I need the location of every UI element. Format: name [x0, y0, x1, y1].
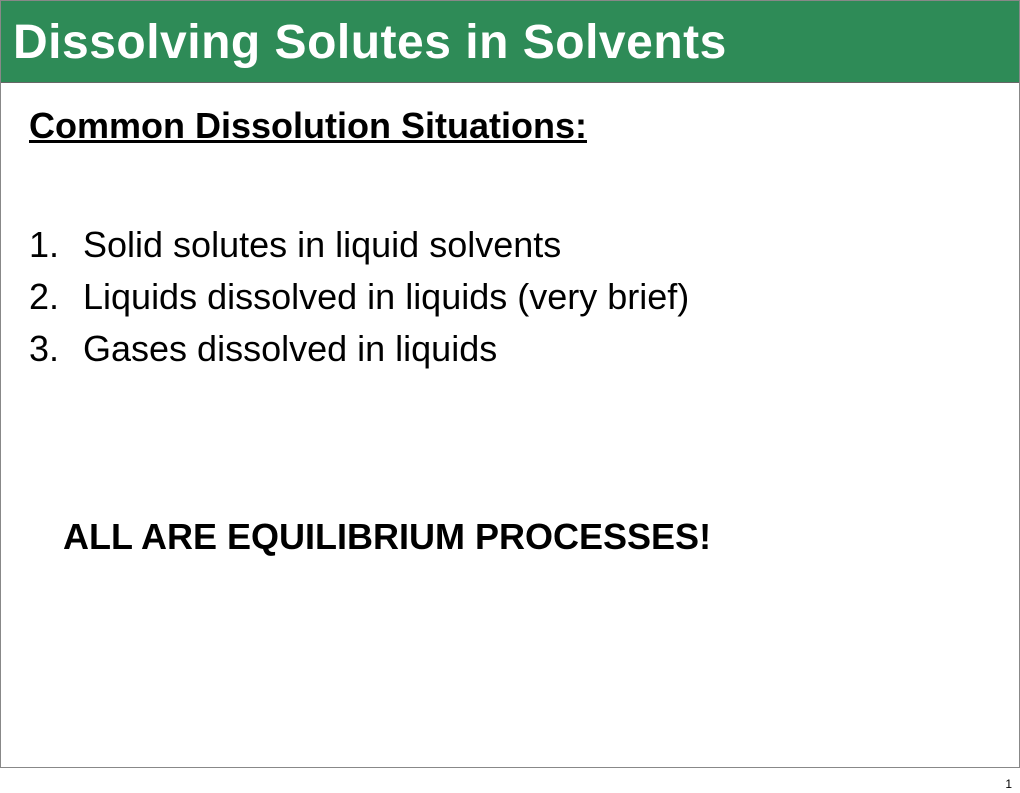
list-text: Liquids dissolved in liquids (very brief… [83, 271, 689, 323]
subheading: Common Dissolution Situations: [29, 105, 991, 147]
slide-content: Common Dissolution Situations: 1. Solid … [1, 83, 1019, 580]
list-item: 2. Liquids dissolved in liquids (very br… [29, 271, 991, 323]
slide-title: Dissolving Solutes in Solvents [13, 15, 1007, 70]
list-number: 2. [29, 271, 83, 323]
list-number: 3. [29, 323, 83, 375]
list-text: Gases dissolved in liquids [83, 323, 497, 375]
list-item: 1. Solid solutes in liquid solvents [29, 219, 991, 271]
slide: Dissolving Solutes in Solvents Common Di… [0, 0, 1020, 768]
title-bar: Dissolving Solutes in Solvents [1, 1, 1019, 83]
page-number: 1 [1005, 777, 1012, 791]
list-text: Solid solutes in liquid solvents [83, 219, 561, 271]
list-item: 3. Gases dissolved in liquids [29, 323, 991, 375]
list-number: 1. [29, 219, 83, 271]
emphasis-text: ALL ARE EQUILIBRIUM PROCESSES! [63, 516, 991, 558]
